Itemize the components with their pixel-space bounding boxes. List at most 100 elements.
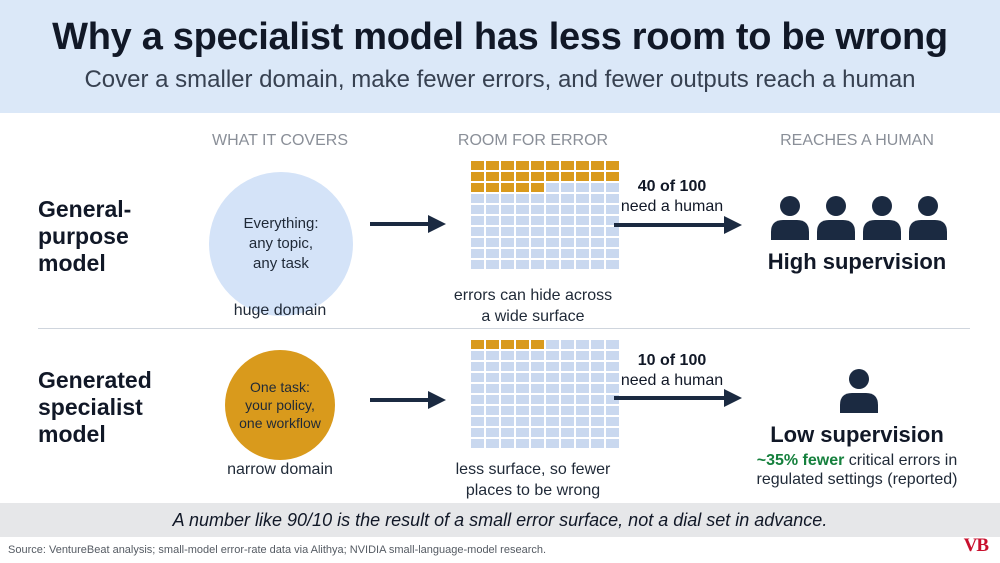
people-group-general	[771, 196, 947, 240]
surface-cell	[561, 417, 574, 426]
surface-cell	[471, 249, 484, 258]
arrow-right-icon	[614, 389, 742, 407]
person-icon	[840, 369, 878, 413]
surface-cell	[486, 260, 499, 269]
surface-cell	[591, 384, 604, 393]
person-icon	[909, 196, 947, 240]
surface-cell	[486, 362, 499, 371]
surface-cell	[591, 395, 604, 404]
surface-cell	[486, 373, 499, 382]
surface-cell	[561, 216, 574, 225]
surface-cell	[591, 373, 604, 382]
error-cell	[501, 161, 514, 170]
surface-cell	[591, 406, 604, 415]
surface-cell	[531, 216, 544, 225]
surface-cell	[486, 417, 499, 426]
surface-cell	[561, 406, 574, 415]
surface-cell	[561, 373, 574, 382]
surface-cell	[576, 340, 589, 349]
error-cell	[516, 161, 529, 170]
surface-cell	[546, 260, 559, 269]
domain-circle-general: Everything: any topic, any task	[209, 172, 353, 316]
surface-cell	[516, 384, 529, 393]
error-cell	[501, 172, 514, 181]
surface-cell	[561, 249, 574, 258]
column-header-error: ROOM FOR ERROR	[457, 132, 609, 149]
source-note: Source: VentureBeat analysis; small-mode…	[8, 544, 547, 556]
surface-cell	[591, 205, 604, 214]
surface-cell	[516, 351, 529, 360]
footer-note: A number like 90/10 is the result of a s…	[172, 510, 828, 530]
error-cell	[486, 172, 499, 181]
stat-text: critical errors in	[844, 452, 958, 469]
error-cell	[501, 340, 514, 349]
surface-cell	[471, 428, 484, 437]
surface-cell	[546, 249, 559, 258]
surface-cell	[486, 406, 499, 415]
stat-highlight: ~35% fewer	[756, 452, 845, 469]
error-cell	[501, 183, 514, 192]
error-cell	[591, 172, 604, 181]
surface-cell	[486, 216, 499, 225]
flow-label-general: 40 of 100 need a human	[602, 177, 742, 217]
surface-cell	[561, 205, 574, 214]
row-label-text: General- purpose model	[38, 196, 132, 276]
surface-cell	[471, 406, 484, 415]
error-cell	[531, 161, 544, 170]
surface-cell	[501, 428, 514, 437]
surface-cell	[561, 227, 574, 236]
surface-cell	[561, 238, 574, 247]
surface-cell	[606, 373, 619, 382]
surface-cell	[501, 249, 514, 258]
surface-cell	[591, 183, 604, 192]
error-cell	[561, 172, 574, 181]
surface-cell	[516, 227, 529, 236]
surface-cell	[606, 351, 619, 360]
stat-text-line2: regulated settings (reported)	[756, 471, 958, 488]
surface-cell	[501, 238, 514, 247]
surface-cell	[576, 216, 589, 225]
page-subtitle: Cover a smaller domain, make fewer error…	[84, 66, 916, 93]
error-cell	[546, 172, 559, 181]
surface-cell	[591, 417, 604, 426]
flow-text: need a human	[620, 198, 724, 215]
surface-cell	[501, 351, 514, 360]
surface-cell	[561, 340, 574, 349]
surface-cell	[546, 238, 559, 247]
surface-cell	[546, 384, 559, 393]
surface-cell	[471, 238, 484, 247]
surface-cell	[516, 439, 529, 448]
surface-cell	[471, 384, 484, 393]
surface-cell	[606, 428, 619, 437]
surface-cell	[471, 417, 484, 426]
surface-cell	[546, 227, 559, 236]
surface-cell	[591, 227, 604, 236]
surface-cell	[576, 183, 589, 192]
surface-cell	[531, 384, 544, 393]
surface-cell	[486, 428, 499, 437]
surface-cell	[501, 362, 514, 371]
surface-cell	[546, 194, 559, 203]
surface-cell	[471, 439, 484, 448]
person-icon	[817, 196, 855, 240]
surface-cell	[561, 384, 574, 393]
surface-cell	[576, 384, 589, 393]
surface-cell	[576, 417, 589, 426]
flow-count: 40 of 100	[637, 178, 707, 195]
surface-cell	[516, 362, 529, 371]
surface-cell	[546, 428, 559, 437]
domain-caption-specialist: narrow domain	[227, 461, 333, 478]
domain-circle-text: Everything: any topic, any task	[243, 215, 319, 272]
surface-cell	[606, 194, 619, 203]
surface-cell	[576, 205, 589, 214]
surface-cell	[606, 439, 619, 448]
error-cell	[531, 172, 544, 181]
surface-cell	[531, 395, 544, 404]
footer-band	[0, 503, 1000, 537]
surface-cell	[546, 406, 559, 415]
surface-cell	[606, 227, 619, 236]
person-icon	[771, 196, 809, 240]
row-divider	[38, 328, 970, 329]
surface-cell	[516, 395, 529, 404]
surface-cell	[546, 351, 559, 360]
